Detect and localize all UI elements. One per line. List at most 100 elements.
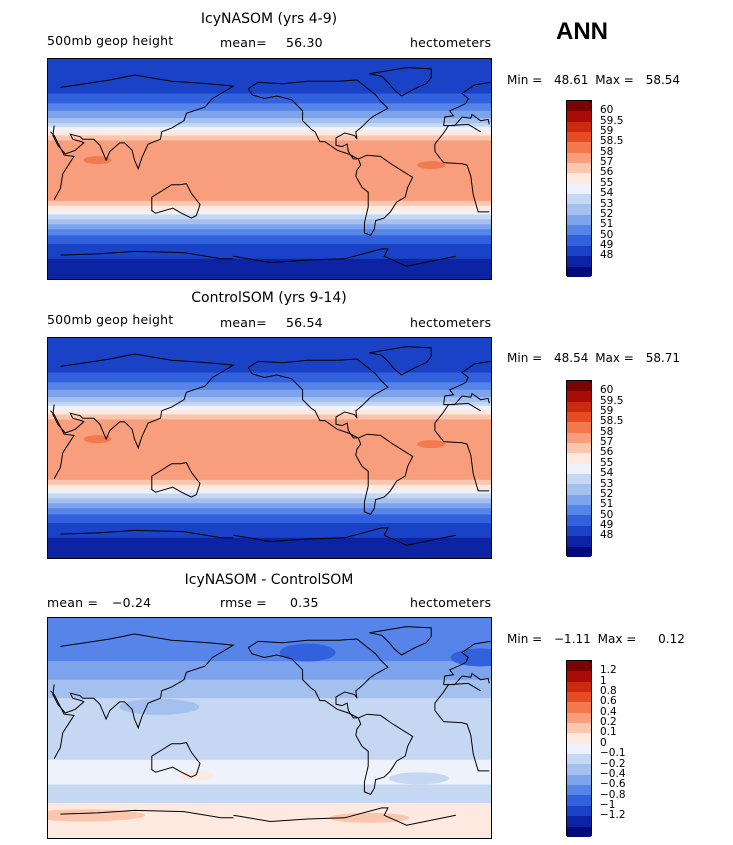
colorbar-tick-label: 1 bbox=[600, 674, 607, 687]
contour-band bbox=[48, 130, 491, 136]
panel2-mean-label: mean= bbox=[220, 315, 267, 330]
colorbar-tick-label: −1 bbox=[600, 798, 616, 811]
panel3-min-label: Min = bbox=[507, 632, 543, 646]
panel1-max: 58.54 bbox=[645, 73, 681, 87]
colorbar-tick-label: 48 bbox=[600, 249, 614, 262]
contour-band bbox=[48, 59, 491, 95]
contour-band bbox=[48, 523, 491, 539]
contour-blob bbox=[417, 161, 446, 170]
contour-band bbox=[48, 514, 491, 524]
colorbar-tick-label: 58.5 bbox=[600, 135, 624, 148]
panel2-mean-value: 56.54 bbox=[286, 315, 323, 330]
colorbar-tick-label: 49 bbox=[600, 518, 614, 531]
coastline bbox=[355, 154, 414, 237]
colorbar-cell bbox=[567, 453, 591, 464]
colorbar-tick-label: 52 bbox=[600, 487, 614, 500]
panel3-max: 0.12 bbox=[658, 632, 685, 646]
contour-band bbox=[48, 803, 491, 838]
colorbar-cell bbox=[567, 754, 591, 765]
contour-blob bbox=[279, 643, 336, 662]
colorbar-tick-label: 59.5 bbox=[600, 114, 624, 127]
panel1-colorbar bbox=[566, 100, 592, 277]
coastline bbox=[151, 183, 201, 219]
colorbar-tick-label: 57 bbox=[600, 436, 614, 449]
coastline bbox=[60, 527, 456, 546]
coastline bbox=[151, 742, 201, 778]
colorbar-tick-label: 59.5 bbox=[600, 394, 624, 407]
colorbar-cell bbox=[567, 142, 591, 153]
colorbar-tick-label: 56 bbox=[600, 446, 614, 459]
colorbar-tick-label: 51 bbox=[600, 218, 614, 231]
colorbar-cell bbox=[567, 494, 591, 506]
colorbar-tick-label: 0.1 bbox=[600, 726, 617, 739]
contour-band bbox=[48, 389, 491, 398]
contour-blob bbox=[417, 440, 446, 449]
panel1-variable: 500mb geop height bbox=[47, 33, 174, 48]
colorbar-tick-label: 56 bbox=[600, 166, 614, 179]
season-label: ANN bbox=[556, 18, 608, 45]
colorbar-cell bbox=[567, 121, 591, 133]
colorbar-cell bbox=[567, 723, 591, 734]
contour-band bbox=[48, 110, 491, 119]
contour-band bbox=[48, 126, 491, 132]
contour-blob bbox=[450, 648, 491, 667]
colorbar-tick-label: 53 bbox=[600, 197, 614, 210]
coastline bbox=[355, 433, 414, 516]
colorbar-tick-label: 48 bbox=[600, 529, 614, 542]
colorbar-cell bbox=[567, 391, 591, 402]
panel2-min-label: Min = bbox=[507, 351, 543, 365]
contour-band bbox=[48, 784, 491, 804]
panel1-minmax: Min = 48.61 Max = 58.54 bbox=[507, 73, 680, 87]
colorbar-cell bbox=[567, 484, 591, 495]
colorbar-tick-label: −0.1 bbox=[600, 747, 626, 760]
colorbar-tick-label: 59 bbox=[600, 405, 614, 418]
colorbar-tick-label: 53 bbox=[600, 477, 614, 490]
panel3-min: −1.11 bbox=[554, 632, 591, 646]
panel1-mean-value: 56.30 bbox=[286, 35, 323, 50]
contour-band bbox=[48, 397, 491, 403]
colorbar-tick-label: 58 bbox=[600, 145, 614, 158]
colorbar-tick-label: 49 bbox=[600, 238, 614, 251]
panel2-colorbar bbox=[566, 380, 592, 557]
colorbar-tick-label: −1.2 bbox=[600, 809, 626, 822]
contour-band bbox=[48, 229, 491, 236]
colorbar-tick-label: 57 bbox=[600, 156, 614, 169]
contour-blob bbox=[388, 772, 449, 785]
contour-band bbox=[48, 493, 491, 499]
contour-band bbox=[48, 214, 491, 220]
colorbar-tick-label: 54 bbox=[600, 467, 614, 480]
colorbar-tick-label: 0.4 bbox=[600, 705, 617, 718]
colorbar-cell bbox=[567, 432, 591, 444]
contour-band bbox=[48, 219, 491, 225]
colorbar-tick-label: 50 bbox=[600, 228, 614, 241]
contour-blob bbox=[317, 541, 398, 550]
contour-band bbox=[48, 484, 491, 491]
colorbar-cell bbox=[567, 671, 591, 682]
colorbar-tick-label: 0.6 bbox=[600, 695, 617, 708]
contour-blob bbox=[48, 809, 146, 822]
contour-band bbox=[48, 698, 491, 761]
colorbar-cell bbox=[567, 204, 591, 215]
coastline bbox=[52, 633, 491, 730]
coastline bbox=[52, 74, 491, 171]
contour-band bbox=[48, 405, 491, 411]
colorbar-tick-label: 0 bbox=[600, 736, 607, 749]
panel3-rmse-value: 0.35 bbox=[290, 595, 319, 610]
panel2-max-label: Max = bbox=[595, 351, 634, 365]
colorbar-cell bbox=[567, 401, 591, 413]
colorbar-tick-label: −0.2 bbox=[600, 757, 626, 770]
colorbar-tick-label: 52 bbox=[600, 207, 614, 220]
coastline bbox=[60, 807, 456, 826]
contour-band bbox=[48, 140, 491, 202]
colorbar-cell bbox=[567, 661, 591, 672]
colorbar-cell bbox=[567, 381, 591, 392]
colorbar-cell bbox=[567, 463, 591, 475]
panel1-max-label: Max = bbox=[595, 73, 634, 87]
panel1-title: IcyNASOM (yrs 4-9) bbox=[200, 11, 338, 27]
panel2-units: hectometers bbox=[410, 315, 492, 330]
panel1-min: 48.61 bbox=[554, 73, 589, 87]
coastline bbox=[369, 67, 432, 97]
colorbar-tick-label: −0.8 bbox=[600, 788, 626, 801]
panel2-title: ControlSOM (yrs 9-14) bbox=[191, 290, 347, 306]
colorbar-tick-label: 0.8 bbox=[600, 685, 617, 698]
